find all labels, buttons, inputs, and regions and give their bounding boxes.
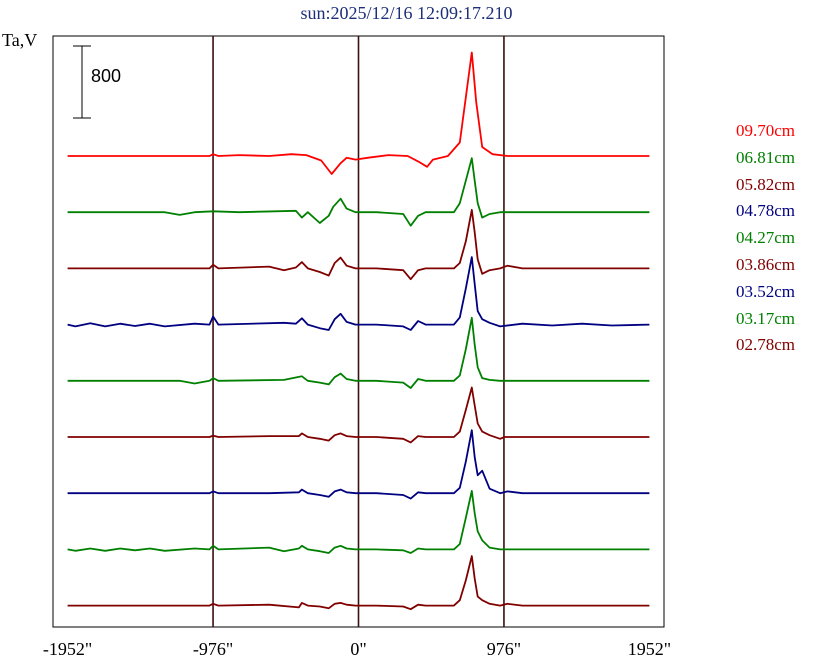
- x-tick-label: 976": [487, 639, 521, 659]
- legend: 09.70cm 06.81cm 05.82cm 04.78cm 04.27cm 03.86…: [736, 118, 795, 359]
- series-line-05.82cm: [67, 208, 650, 281]
- series-line-04.27cm: [67, 316, 650, 389]
- legend-item: 03.86cm: [736, 254, 796, 274]
- series-line-04.78cm: [67, 256, 650, 331]
- series-line-03.52cm: [67, 429, 650, 500]
- series-line-06.81cm: [67, 157, 650, 227]
- legend-item: 03.52cm: [736, 281, 796, 301]
- scale-bar-label: 800: [91, 66, 122, 86]
- x-tick-label: -1952": [43, 639, 92, 659]
- legend-item: 03.17cm: [736, 308, 796, 328]
- chart-title: sun:2025/12/16 12:09:17.210: [300, 3, 513, 23]
- y-axis-label: Ta,V: [2, 30, 38, 50]
- series-line-02.78cm: [67, 555, 650, 611]
- x-tick-label: 0": [350, 639, 366, 659]
- legend-item: 04.27cm: [736, 228, 796, 248]
- series-line-09.70cm: [67, 51, 650, 175]
- legend-item: 09.70cm: [736, 121, 796, 140]
- legend-item: 04.78cm: [736, 201, 796, 221]
- series-line-03.86cm: [67, 386, 650, 444]
- series-line-03.17cm: [67, 489, 650, 554]
- legend-item: 02.78cm: [736, 335, 796, 355]
- legend-item: 05.82cm: [736, 174, 796, 194]
- legend-item: 06.81cm: [736, 147, 796, 167]
- x-tick-label: -976": [193, 639, 233, 659]
- x-tick-label: 1952": [628, 639, 671, 659]
